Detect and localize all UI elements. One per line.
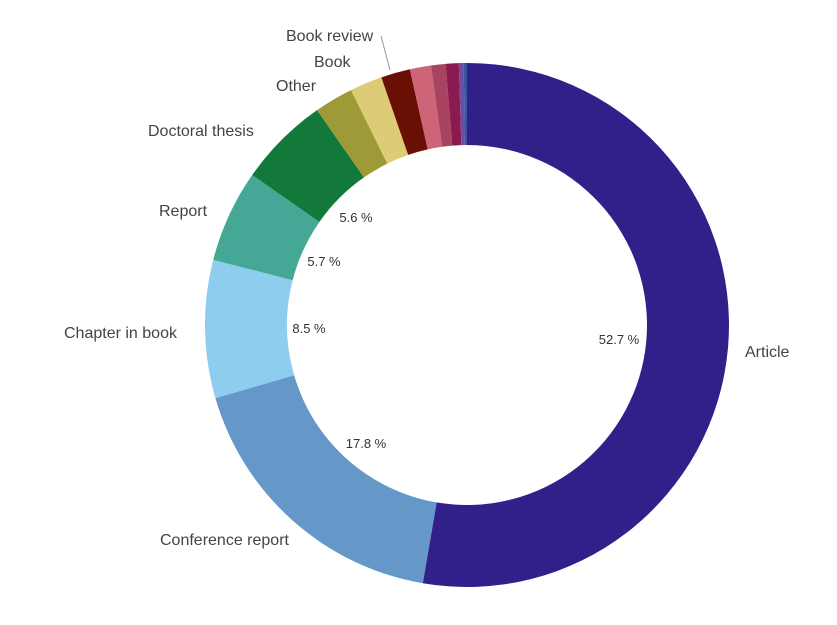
slice-unlabeled-12[interactable] bbox=[463, 63, 467, 146]
percent-label-chapter-in-book: 8.5 % bbox=[292, 321, 326, 336]
slice-unlabeled-9[interactable] bbox=[430, 63, 453, 147]
percent-labels-layer: 52.7 % 17.8 % 8.5 % 5.7 % 5.6 % bbox=[292, 210, 639, 451]
category-label-book: Book bbox=[314, 54, 351, 71]
percent-label-conference-report: 17.8 % bbox=[346, 436, 387, 451]
slice-unlabeled-10[interactable] bbox=[445, 63, 462, 146]
slice-report[interactable] bbox=[213, 175, 320, 281]
slice-chapter-in-book[interactable] bbox=[205, 259, 295, 399]
slice-doctoral-thesis[interactable] bbox=[252, 110, 364, 222]
category-label-other: Other bbox=[276, 78, 317, 95]
category-label-doctoral-thesis: Doctoral thesis bbox=[148, 123, 254, 140]
slice-unlabeled-11[interactable] bbox=[458, 63, 465, 146]
slice-other[interactable] bbox=[317, 90, 388, 178]
slice-unlabeled-8[interactable] bbox=[409, 65, 443, 150]
slice-book[interactable] bbox=[350, 77, 409, 164]
category-label-book-review: Book review bbox=[286, 28, 374, 45]
leader-line-book-review bbox=[380, 35, 391, 71]
slice-book-review[interactable] bbox=[381, 69, 428, 155]
category-labels-layer: Article Conference report Chapter in book R… bbox=[64, 28, 790, 549]
slice-article[interactable] bbox=[422, 63, 729, 587]
percent-label-report: 5.7 % bbox=[307, 254, 341, 269]
percent-label-doctoral-thesis: 5.6 % bbox=[339, 210, 373, 225]
category-label-report: Report bbox=[159, 203, 208, 220]
category-label-chapter-in-book: Chapter in book bbox=[64, 325, 178, 342]
percent-label-article: 52.7 % bbox=[599, 332, 640, 347]
slice-conference-report[interactable] bbox=[215, 375, 437, 584]
category-label-article: Article bbox=[745, 344, 790, 361]
slices-layer bbox=[205, 63, 729, 587]
category-label-conference-report: Conference report bbox=[160, 532, 290, 549]
